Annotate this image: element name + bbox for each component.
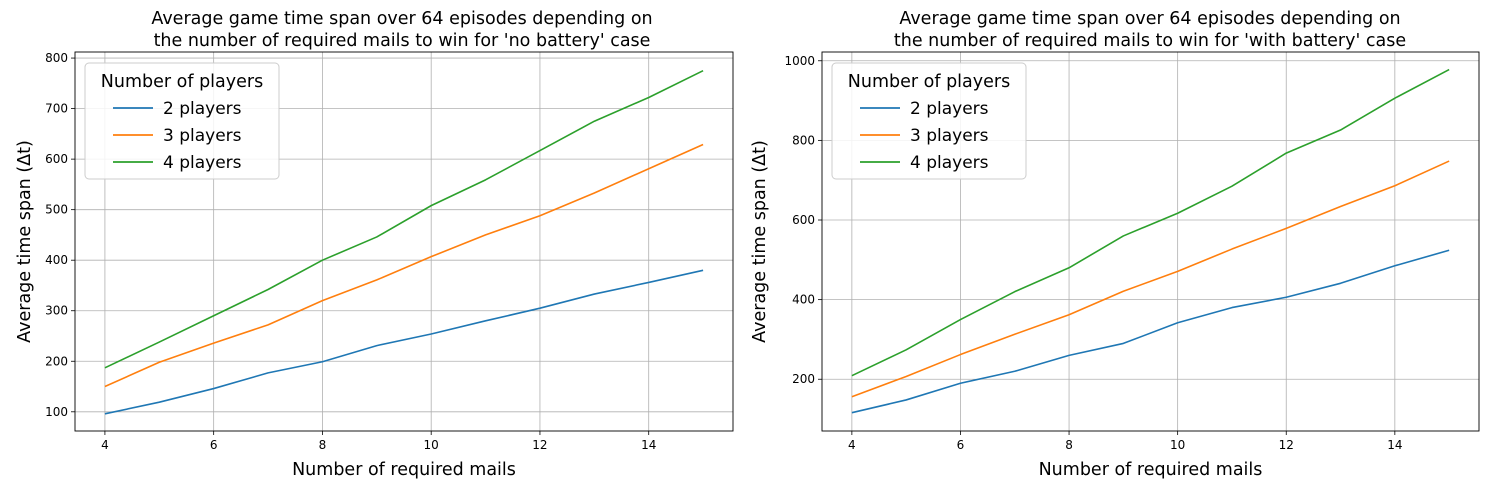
y-tick-label: 800 xyxy=(792,133,815,147)
legend-entry-label: 2 players xyxy=(163,99,242,119)
y-tick-label: 200 xyxy=(792,372,815,386)
legend-box xyxy=(84,62,280,180)
x-tick-label: 6 xyxy=(210,438,218,452)
x-tick-label: 12 xyxy=(532,438,547,452)
y-tick-label: 600 xyxy=(45,152,68,166)
series-line-3-players xyxy=(851,160,1450,398)
series-line-4-players xyxy=(104,69,704,369)
plot-frame xyxy=(821,51,1480,432)
x-tick-label: 10 xyxy=(1170,438,1185,452)
series-line-2-players xyxy=(104,269,704,415)
legend-entry-label: 4 players xyxy=(163,153,242,173)
x-tick-label: 10 xyxy=(424,438,439,452)
chart-title-line-2: the number of required mails to win for … xyxy=(154,31,651,51)
y-tick-label: 700 xyxy=(45,102,68,116)
x-tick-label: 4 xyxy=(848,438,856,452)
y-tick-label: 300 xyxy=(45,304,68,318)
x-tick-label: 6 xyxy=(957,438,965,452)
legend-box xyxy=(831,62,1027,180)
x-tick-label: 8 xyxy=(1065,438,1073,452)
y-tick-label: 200 xyxy=(45,354,68,368)
legend-entry-label: 3 players xyxy=(163,126,242,146)
y-tick-label: 100 xyxy=(45,405,68,419)
legend-entry-label: 2 players xyxy=(910,99,989,119)
chart-panel-with-battery: 4 6 8 10 12 14 200 400 600 800 1000 Average game ti… xyxy=(750,9,1480,480)
y-axis: 200 400 600 800 1000 xyxy=(784,54,822,386)
series-lines xyxy=(851,68,1450,414)
y-tick-label: 400 xyxy=(792,293,815,307)
y-axis-label: Average time span (Δt) xyxy=(15,140,35,343)
x-tick-label: 14 xyxy=(1387,438,1402,452)
legend: Number of players 2 players 3 players 4 pla… xyxy=(84,62,280,180)
y-tick-label: 500 xyxy=(45,203,68,217)
x-axis-label: Number of required mails xyxy=(292,460,516,480)
y-axis: 100 200 300 400 500 600 700 800 xyxy=(45,51,75,419)
x-tick-label: 14 xyxy=(641,438,656,452)
chart-panel-no-battery: 4 6 8 10 12 14 100 200 300 400 500 600 700 800 Average… xyxy=(15,9,734,480)
series-line-2-players xyxy=(851,249,1450,414)
series-line-4-players xyxy=(851,68,1450,377)
legend-title: Number of players xyxy=(848,72,1010,92)
chart-title-line-2: the number of required mails to win for … xyxy=(894,31,1406,51)
chart-title-line-1: Average game time span over 64 episodes … xyxy=(899,9,1400,29)
x-axis-label: Number of required mails xyxy=(1039,460,1263,480)
y-tick-label: 1000 xyxy=(784,54,815,68)
plot-frame xyxy=(74,51,734,432)
chart-title-line-1: Average game time span over 64 episodes … xyxy=(151,9,652,29)
y-tick-label: 400 xyxy=(45,253,68,267)
y-axis-label: Average time span (Δt) xyxy=(750,140,770,343)
series-line-3-players xyxy=(104,143,704,388)
series-lines xyxy=(104,69,704,415)
legend: Number of players 2 players 3 players 4 pla… xyxy=(831,62,1027,180)
legend-title: Number of players xyxy=(101,72,263,92)
x-tick-label: 12 xyxy=(1279,438,1294,452)
x-axis: 4 6 8 10 12 14 xyxy=(101,431,656,452)
x-tick-label: 8 xyxy=(319,438,327,452)
y-tick-label: 800 xyxy=(45,51,68,65)
y-tick-label: 600 xyxy=(792,213,815,227)
legend-entry-label: 3 players xyxy=(910,126,989,146)
legend-entry-label: 4 players xyxy=(910,153,989,173)
x-tick-label: 4 xyxy=(101,438,109,452)
x-axis: 4 6 8 10 12 14 xyxy=(848,431,1402,452)
